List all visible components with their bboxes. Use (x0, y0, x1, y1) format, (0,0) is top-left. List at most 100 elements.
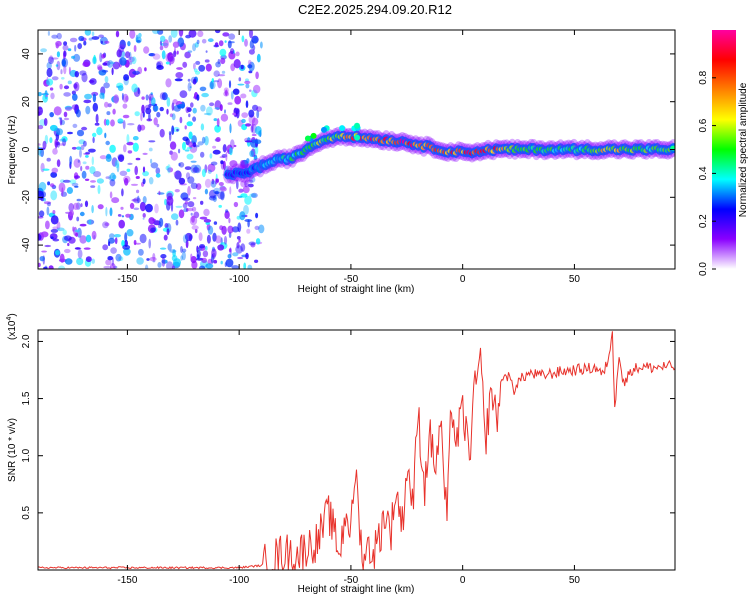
noise-speckle (125, 213, 131, 218)
noise-speckle (234, 95, 242, 105)
noise-speckle (50, 190, 58, 201)
noise-speckle (58, 117, 61, 120)
noise-speckle (122, 103, 128, 109)
y-tick-label: 20 (21, 96, 32, 108)
noise-speckle (203, 208, 210, 217)
noise-speckle (89, 78, 97, 85)
noise-speckle (171, 213, 179, 221)
noise-speckle (184, 232, 193, 242)
x-tick-label: -100 (229, 575, 249, 586)
noise-speckle (127, 41, 131, 47)
noise-speckle (142, 178, 146, 185)
noise-speckle (166, 261, 174, 269)
noise-speckle (92, 102, 99, 112)
noise-speckle (69, 37, 78, 43)
noise-speckle (85, 155, 89, 158)
noise-speckle (150, 162, 159, 169)
noise-speckle (238, 188, 244, 193)
noise-speckle (38, 92, 42, 97)
noise-speckle (124, 177, 129, 186)
snr-x-axis-label: Height of straight line (km) (298, 584, 415, 595)
noise-speckle (41, 191, 46, 198)
noise-speckle (90, 180, 96, 183)
noise-speckle (122, 114, 130, 119)
noise-speckle (143, 46, 150, 54)
noise-speckle (205, 263, 214, 269)
noise-speckle (190, 253, 193, 260)
noise-speckle (230, 48, 235, 55)
noise-speckle (99, 155, 107, 160)
noise-speckle (108, 175, 112, 181)
noise-speckle (185, 106, 190, 114)
noise-speckle (121, 92, 124, 101)
noise-speckle (150, 158, 153, 164)
noise-speckle (48, 265, 54, 269)
noise-speckle (207, 38, 214, 43)
noise-speckle (192, 116, 197, 122)
noise-speckle (129, 202, 135, 209)
noise-speckle (133, 45, 137, 52)
noise-speckle (115, 253, 122, 262)
noise-speckle (109, 233, 115, 240)
ridge-blob (354, 134, 361, 141)
noise-speckle (161, 92, 168, 101)
noise-speckle (85, 165, 90, 170)
noise-speckle (209, 189, 217, 199)
noise-speckle (105, 154, 112, 162)
noise-speckle (217, 59, 221, 65)
noise-speckle (216, 190, 218, 197)
noise-speckle (175, 205, 183, 208)
noise-speckle (224, 40, 227, 43)
noise-speckle (139, 233, 147, 244)
x-tick-label: 50 (569, 575, 581, 586)
snr-multiplier-close: ) (7, 313, 18, 316)
noise-speckle (248, 49, 255, 55)
noise-speckle (50, 92, 55, 100)
noise-speckle (248, 109, 255, 118)
colorbar-tick-label: 0.4 (698, 166, 709, 180)
noise-speckle (100, 40, 103, 44)
noise-speckle (220, 260, 223, 265)
noise-speckle (97, 66, 103, 71)
noise-speckle (229, 167, 233, 170)
noise-speckle (53, 106, 62, 116)
noise-speckle (63, 64, 67, 75)
noise-speckle (196, 250, 201, 259)
noise-speckle (117, 214, 122, 217)
noise-speckle (42, 168, 50, 171)
noise-speckle (38, 262, 41, 268)
noise-speckle (66, 187, 73, 194)
noise-speckle (56, 227, 65, 232)
x-tick-label: -100 (229, 274, 249, 285)
noise-speckle (249, 193, 257, 198)
noise-speckle (83, 247, 91, 250)
noise-speckle (166, 195, 174, 206)
noise-speckle (210, 80, 214, 90)
noise-speckle (194, 70, 201, 75)
noise-speckle (253, 84, 261, 94)
noise-speckle (206, 106, 213, 116)
noise-speckle (104, 76, 109, 83)
colorbar-tick-label: 0.6 (698, 118, 709, 132)
noise-speckle (83, 99, 92, 104)
noise-speckle (186, 147, 192, 150)
colorbar-tick-label: 0.2 (698, 214, 709, 228)
noise-speckle (152, 30, 160, 35)
noise-speckle (91, 230, 97, 240)
noise-speckle (232, 252, 239, 257)
noise-speckle (197, 30, 204, 38)
noise-speckle (74, 71, 80, 78)
noise-speckle (154, 203, 159, 214)
noise-speckle (173, 171, 177, 176)
noise-speckle (236, 242, 240, 249)
noise-speckle (220, 160, 224, 165)
noise-speckle (249, 150, 254, 157)
noise-speckle (118, 44, 126, 49)
noise-speckle (201, 257, 208, 263)
y-tick-label: -40 (21, 237, 32, 252)
x-tick-label: 0 (460, 274, 466, 285)
noise-speckle (152, 53, 161, 60)
noise-speckle (210, 161, 218, 166)
noise-speckle (73, 158, 81, 168)
noise-speckle (247, 59, 252, 66)
